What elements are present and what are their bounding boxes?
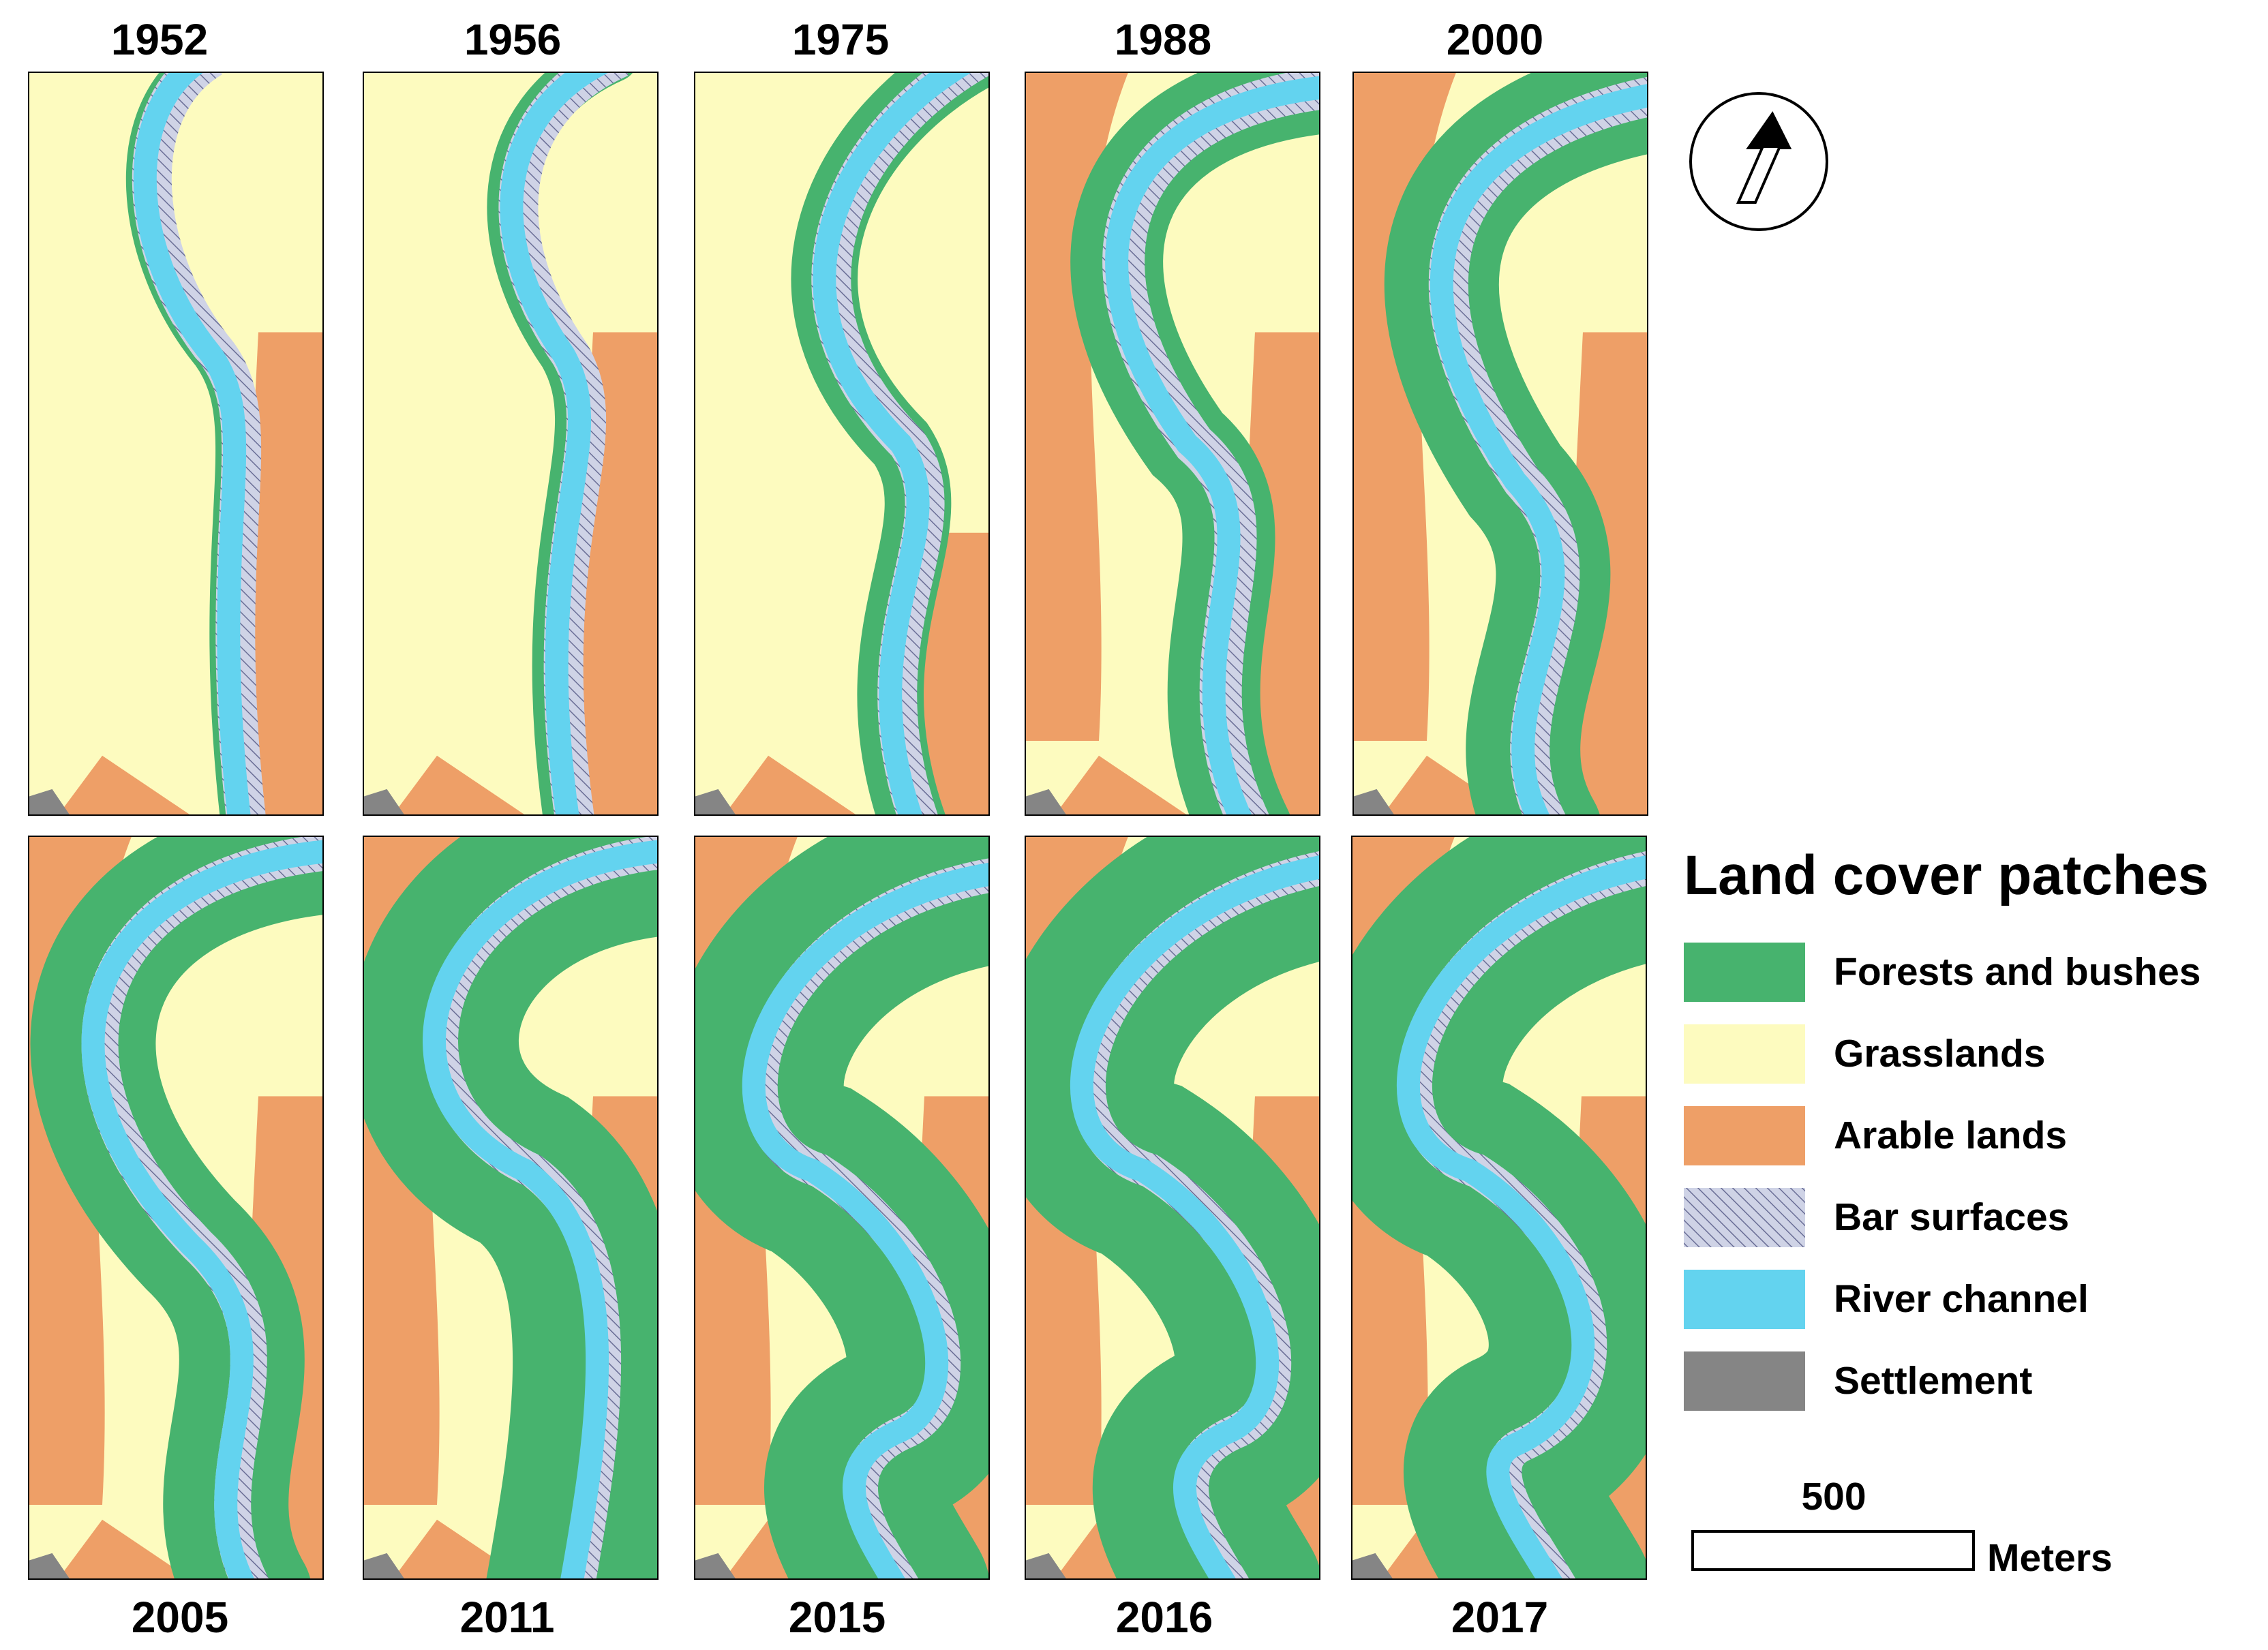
year-label-2011: 2011 [460, 1593, 555, 1642]
map-panel-2005 [28, 836, 324, 1580]
legend-swatch [1684, 1351, 1805, 1411]
map-panel-frame [1352, 72, 1648, 816]
map-panel-2000 [1352, 72, 1648, 816]
arable-land-bottom [393, 755, 526, 815]
river-channel [133, 72, 251, 815]
river-channel [423, 840, 658, 1579]
map-panel-frame [694, 836, 990, 1580]
settlement-area [29, 1553, 70, 1579]
year-label-1988: 1988 [1115, 15, 1211, 64]
legend-swatch [1684, 1270, 1805, 1329]
settlement-area [695, 1553, 736, 1579]
year-label-1956: 1956 [464, 15, 561, 64]
year-label-1952: 1952 [111, 15, 208, 64]
settlement-area [29, 789, 70, 815]
arable-land-left [1025, 72, 1129, 741]
map-panel-2017 [1351, 836, 1647, 1580]
map-panel-frame [694, 72, 990, 816]
legend-label: Forests and bushes [1834, 950, 2201, 994]
arable-land-bottom [58, 755, 191, 815]
river-channel [1105, 76, 1320, 815]
settlement-area [1352, 1553, 1393, 1579]
legend-label: Settlement [1834, 1359, 2032, 1403]
legend-item: Arable lands [1684, 1106, 2067, 1165]
year-label-2017: 2017 [1451, 1593, 1548, 1642]
map-panel-1975 [694, 72, 990, 816]
year-label-2000: 2000 [1447, 15, 1543, 64]
settlement-area [1025, 789, 1067, 815]
map-panel-1956 [363, 72, 659, 816]
arable-land-bottom [724, 755, 857, 815]
arable-land-bottom [58, 1519, 191, 1579]
legend-item: Settlement [1684, 1351, 2032, 1411]
map-panel-1988 [1025, 72, 1320, 816]
year-label-2016: 2016 [1116, 1593, 1213, 1642]
legend-swatch [1684, 943, 1805, 1002]
year-labels: 1952 1956 1975 1988 2000 2005 2011 2015 … [111, 15, 1548, 1642]
legend-label: Bar surfaces [1834, 1195, 2069, 1239]
legend-item: Forests and bushes [1684, 943, 2201, 1002]
legend-item: River channel [1684, 1270, 2089, 1329]
legend-item: Grasslands [1684, 1024, 2046, 1084]
arable-land-bottom [1055, 755, 1188, 815]
map-panel-frame [363, 72, 659, 816]
river-channel [813, 72, 972, 815]
scale-bar: 500 Meters [1691, 1475, 2113, 1580]
river-channel [1396, 855, 1646, 1579]
settlement-area [695, 789, 736, 815]
river-channel [742, 862, 989, 1579]
year-label-2015: 2015 [789, 1593, 886, 1642]
legend-title: Land cover patches [1684, 844, 2209, 906]
legend-swatch [1684, 1024, 1805, 1084]
settlement-area [1025, 1553, 1067, 1579]
river-channel [1430, 84, 1648, 815]
river-channel [1070, 855, 1320, 1579]
river-channel [81, 840, 323, 1579]
map-panel-2016 [1025, 836, 1320, 1580]
settlement-area [1353, 789, 1395, 815]
map-panel-2015 [694, 836, 990, 1580]
scale-value: 500 [1801, 1475, 1866, 1518]
scale-unit: Meters [1987, 1536, 2113, 1580]
map-panel-frame [1025, 836, 1320, 1580]
river-channel [500, 72, 610, 815]
legend-swatch [1684, 1106, 1805, 1165]
map-panel-2011 [363, 836, 659, 1580]
legend-label: Grasslands [1834, 1032, 2046, 1075]
legend-swatch [1684, 1188, 1805, 1247]
legend-label: River channel [1834, 1277, 2089, 1321]
arable-land-left [1353, 72, 1457, 741]
legend-label: Arable lands [1834, 1114, 2067, 1157]
settlement-area [363, 789, 405, 815]
map-panel-frame [28, 72, 324, 816]
north-arrow-icon [1689, 92, 1828, 231]
legend: Land cover patches Forests and bushes Gra… [1684, 844, 2209, 1411]
scale-bar-box [1691, 1530, 1975, 1571]
year-label-2005: 2005 [132, 1593, 228, 1642]
settlement-area [363, 1553, 405, 1579]
map-panel-frame [1025, 72, 1320, 816]
year-label-1975: 1975 [792, 15, 889, 64]
map-panel-frame [28, 836, 324, 1580]
map-panel-frame [363, 836, 659, 1580]
map-panel-1952 [28, 72, 324, 816]
map-panel-frame [1351, 836, 1647, 1580]
legend-item: Bar surfaces [1684, 1188, 2069, 1247]
map-panels [28, 72, 1648, 1580]
